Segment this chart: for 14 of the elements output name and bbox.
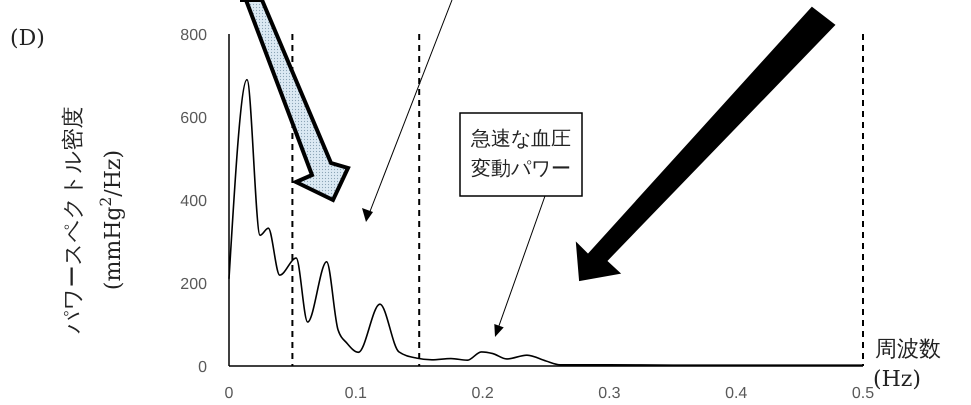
- x-tick-label: 0.2: [471, 385, 494, 402]
- text: (D): [10, 26, 45, 51]
- x-tick-label: 0.1: [344, 385, 368, 402]
- y-tick-label: 400: [180, 193, 208, 210]
- y-tick-label: 0: [198, 359, 208, 376]
- y-tick-label: 800: [180, 27, 208, 44]
- x-axis-title: 周波数 (Hz): [873, 337, 941, 392]
- x-tick-label: 0.3: [598, 385, 621, 402]
- annotation: 急速な血圧変動パワー: [470, 126, 571, 180]
- y-tick-label: 600: [180, 110, 208, 127]
- y-tick-label: 200: [180, 276, 208, 293]
- x-tick-label: 0.4: [725, 385, 748, 402]
- x-tick-label: 0: [224, 385, 234, 402]
- x-tick-label: 0.5: [852, 385, 874, 402]
